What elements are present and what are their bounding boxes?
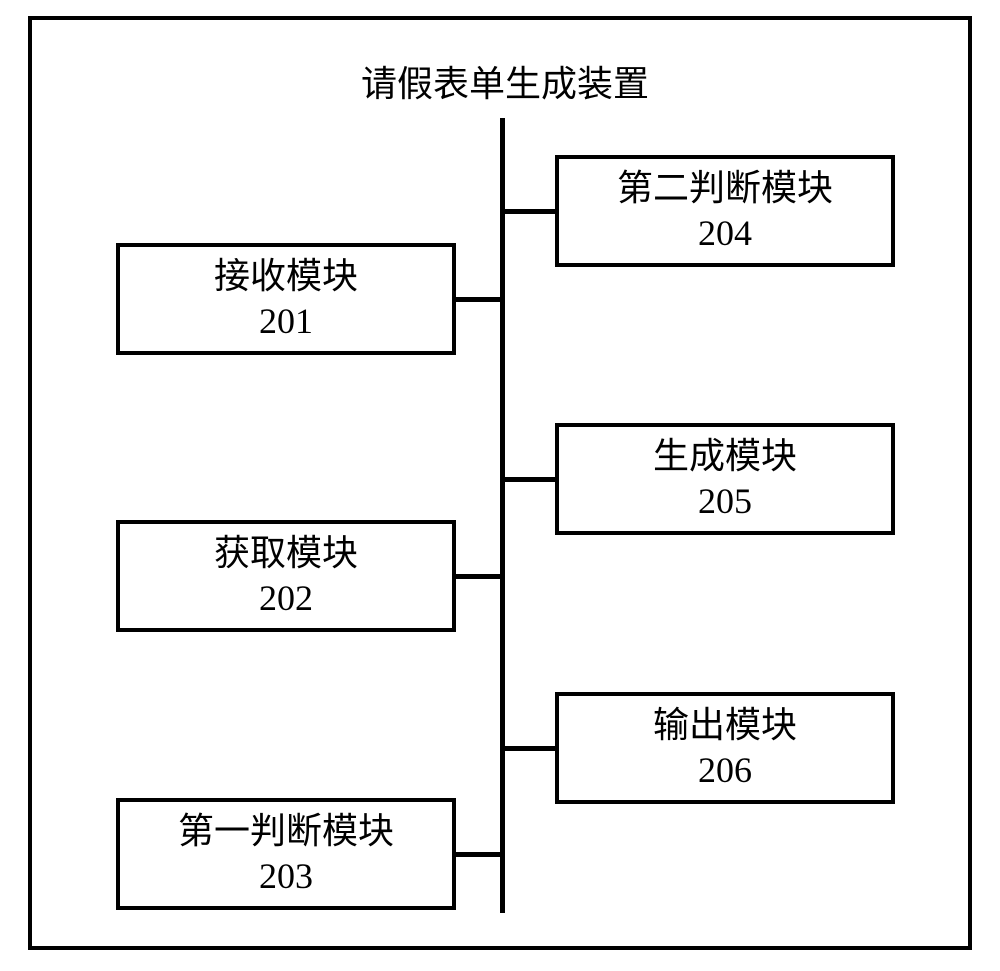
central-spine <box>500 118 505 913</box>
receive-module-name: 接收模块 <box>214 256 358 297</box>
output-module-name: 输出模块 <box>653 705 797 746</box>
first-judge-module-number: 203 <box>259 856 313 897</box>
generate-module-box: 生成模块 205 <box>555 423 895 535</box>
first-judge-module-connector <box>456 852 500 857</box>
generate-module-name: 生成模块 <box>653 436 797 477</box>
second-judge-module-name: 第二判断模块 <box>617 168 833 209</box>
receive-module-number: 201 <box>259 301 313 342</box>
diagram-title: 请假表单生成装置 <box>345 55 665 107</box>
first-judge-module-box: 第一判断模块 203 <box>116 798 456 910</box>
output-module-connector <box>505 746 555 751</box>
receive-module-box: 接收模块 201 <box>116 243 456 355</box>
generate-module-number: 205 <box>698 481 752 522</box>
acquire-module-box: 获取模块 202 <box>116 520 456 632</box>
receive-module-connector <box>456 297 500 302</box>
acquire-module-name: 获取模块 <box>214 533 358 574</box>
output-module-box: 输出模块 206 <box>555 692 895 804</box>
second-judge-module-number: 204 <box>698 213 752 254</box>
first-judge-module-name: 第一判断模块 <box>178 811 394 852</box>
second-judge-module-connector <box>505 209 555 214</box>
acquire-module-number: 202 <box>259 578 313 619</box>
output-module-number: 206 <box>698 750 752 791</box>
generate-module-connector <box>505 477 555 482</box>
acquire-module-connector <box>456 574 500 579</box>
second-judge-module-box: 第二判断模块 204 <box>555 155 895 267</box>
